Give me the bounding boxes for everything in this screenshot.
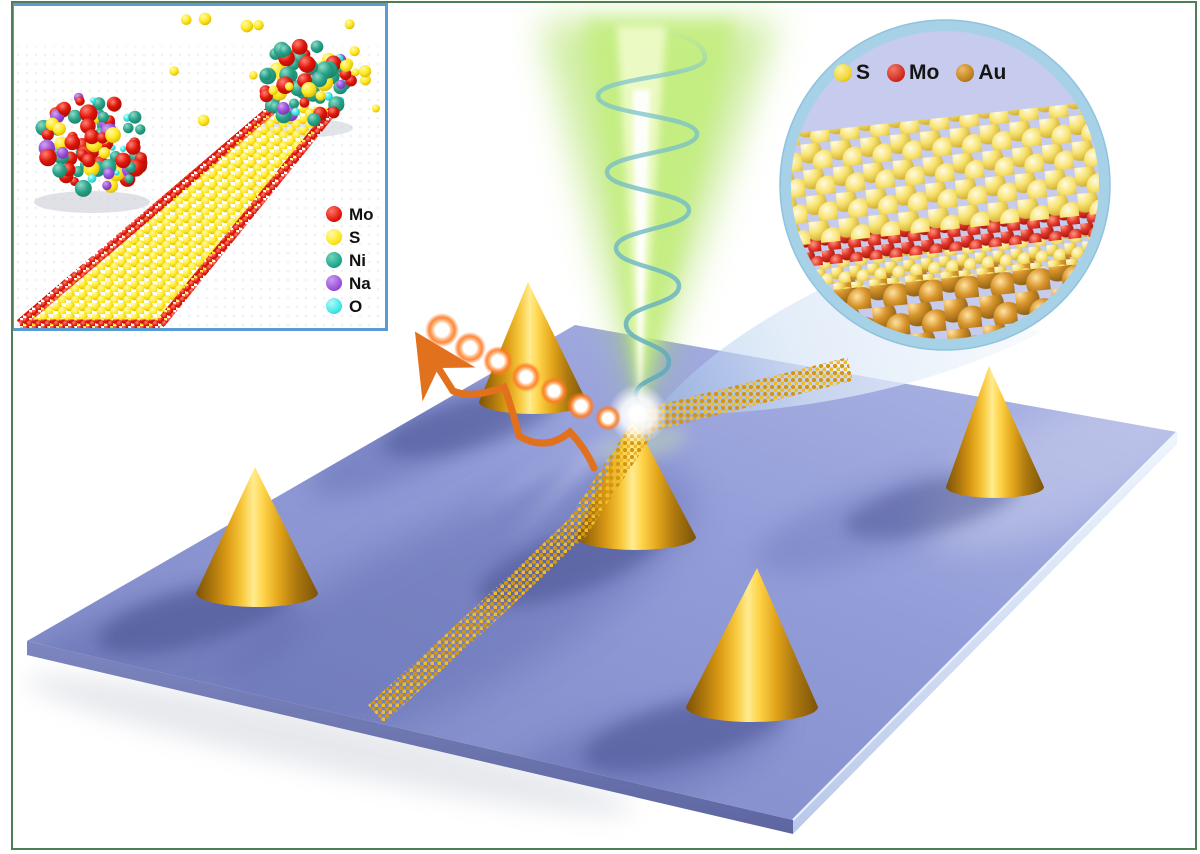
legend-label: Mo bbox=[349, 204, 374, 224]
cluster-shadow bbox=[34, 191, 150, 213]
sulfur-gas-dots bbox=[169, 12, 380, 127]
gold-cone-left bbox=[196, 467, 318, 607]
growth-inset-art bbox=[14, 12, 385, 328]
na-atom-dot-icon bbox=[326, 275, 342, 291]
legend-label: Mo bbox=[909, 61, 940, 84]
s-atom-dot-icon bbox=[326, 229, 342, 245]
legend-item-mo: Mo bbox=[887, 62, 939, 83]
laser-beam bbox=[540, 20, 778, 416]
laser-helix bbox=[595, 29, 708, 418]
floor-shadow bbox=[26, 675, 634, 815]
legend-label: Ni bbox=[349, 250, 366, 270]
mo-atom-dot-icon bbox=[326, 206, 342, 222]
nanoribbon-atoms bbox=[16, 101, 337, 328]
gold-cone-right bbox=[946, 366, 1044, 498]
growth-inset: Mo S Ni Na O bbox=[11, 3, 388, 331]
legend-item-ni: Ni bbox=[326, 250, 374, 270]
mos2-nanoribbon bbox=[367, 357, 853, 723]
photon-dots bbox=[425, 313, 621, 431]
legend-item-na: Na bbox=[326, 273, 374, 293]
substrate-edge-highlight bbox=[792, 431, 1178, 821]
legend-item-o: O bbox=[326, 296, 374, 316]
growth-legend: Mo S Ni Na O bbox=[326, 204, 374, 316]
legend-item-s: S bbox=[326, 227, 374, 247]
au-atom-dot-icon bbox=[956, 63, 975, 82]
mo-atom-dot-icon bbox=[887, 63, 906, 82]
legend-item-mo: Mo bbox=[326, 204, 374, 224]
o-atom-dot-icon bbox=[326, 298, 342, 314]
interface-inset-circle bbox=[779, 19, 1111, 351]
substrate bbox=[27, 325, 1178, 834]
substrate-side-left bbox=[27, 641, 793, 834]
legend-item-s: S bbox=[834, 62, 870, 83]
gold-cone-center bbox=[576, 418, 696, 550]
emission-arrow bbox=[414, 331, 598, 472]
ni-atom-dot-icon bbox=[326, 252, 342, 268]
s-top-layer bbox=[791, 98, 1099, 250]
s-atom-dot-icon bbox=[834, 63, 852, 82]
legend-label: Na bbox=[349, 273, 371, 293]
legend-label: O bbox=[349, 296, 363, 316]
s-bottom-layer bbox=[791, 223, 1099, 297]
precursor-nanoparticle bbox=[35, 92, 148, 197]
substrate-side-right bbox=[793, 432, 1177, 834]
legend-label: S bbox=[349, 227, 361, 247]
legend-label: S bbox=[856, 61, 871, 84]
interface-lattice bbox=[791, 98, 1099, 339]
interface-legend: S Mo Au bbox=[834, 62, 1006, 83]
legend-item-au: Au bbox=[956, 62, 1006, 83]
legend-label: Au bbox=[978, 61, 1007, 84]
beam-focus-glow bbox=[608, 384, 668, 444]
mo-layer bbox=[791, 203, 1099, 272]
gold-cone-bottom bbox=[686, 568, 818, 722]
